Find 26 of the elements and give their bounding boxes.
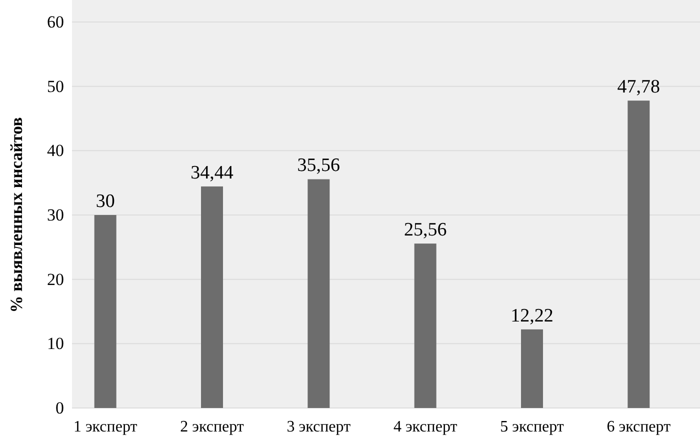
x-tick-label: 4 эксперт	[393, 418, 458, 436]
y-tick-label: 20	[47, 270, 64, 289]
y-tick-label: 50	[47, 76, 64, 96]
data-label: 34,44	[190, 162, 234, 184]
y-tick-label: 10	[47, 334, 64, 354]
y-tick-label: 30	[47, 205, 64, 224]
data-label: 25,56	[404, 220, 447, 241]
data-label: 47,78	[617, 76, 660, 98]
data-label: 35,56	[297, 155, 340, 176]
bar	[201, 186, 223, 408]
data-label: 30	[96, 191, 115, 212]
y-axis-title: % выявленных инсайтов	[7, 117, 26, 313]
bar	[628, 100, 650, 408]
x-tick-label: 3 эксперт	[286, 418, 351, 436]
x-tick-label: 6 эксперт	[606, 418, 671, 436]
bar	[308, 179, 330, 408]
x-tick-label: 1 эксперт	[73, 418, 138, 436]
data-label: 12,22	[510, 305, 554, 326]
bar	[414, 244, 436, 408]
x-tick-label: 5 эксперт	[500, 418, 564, 436]
y-tick-label: 60	[47, 12, 64, 32]
x-tick-label: 2 эксперт	[180, 418, 244, 436]
y-tick-label: 40	[47, 141, 64, 160]
bar	[521, 329, 543, 408]
bar	[94, 215, 116, 408]
y-tick-label: 0	[56, 398, 64, 418]
